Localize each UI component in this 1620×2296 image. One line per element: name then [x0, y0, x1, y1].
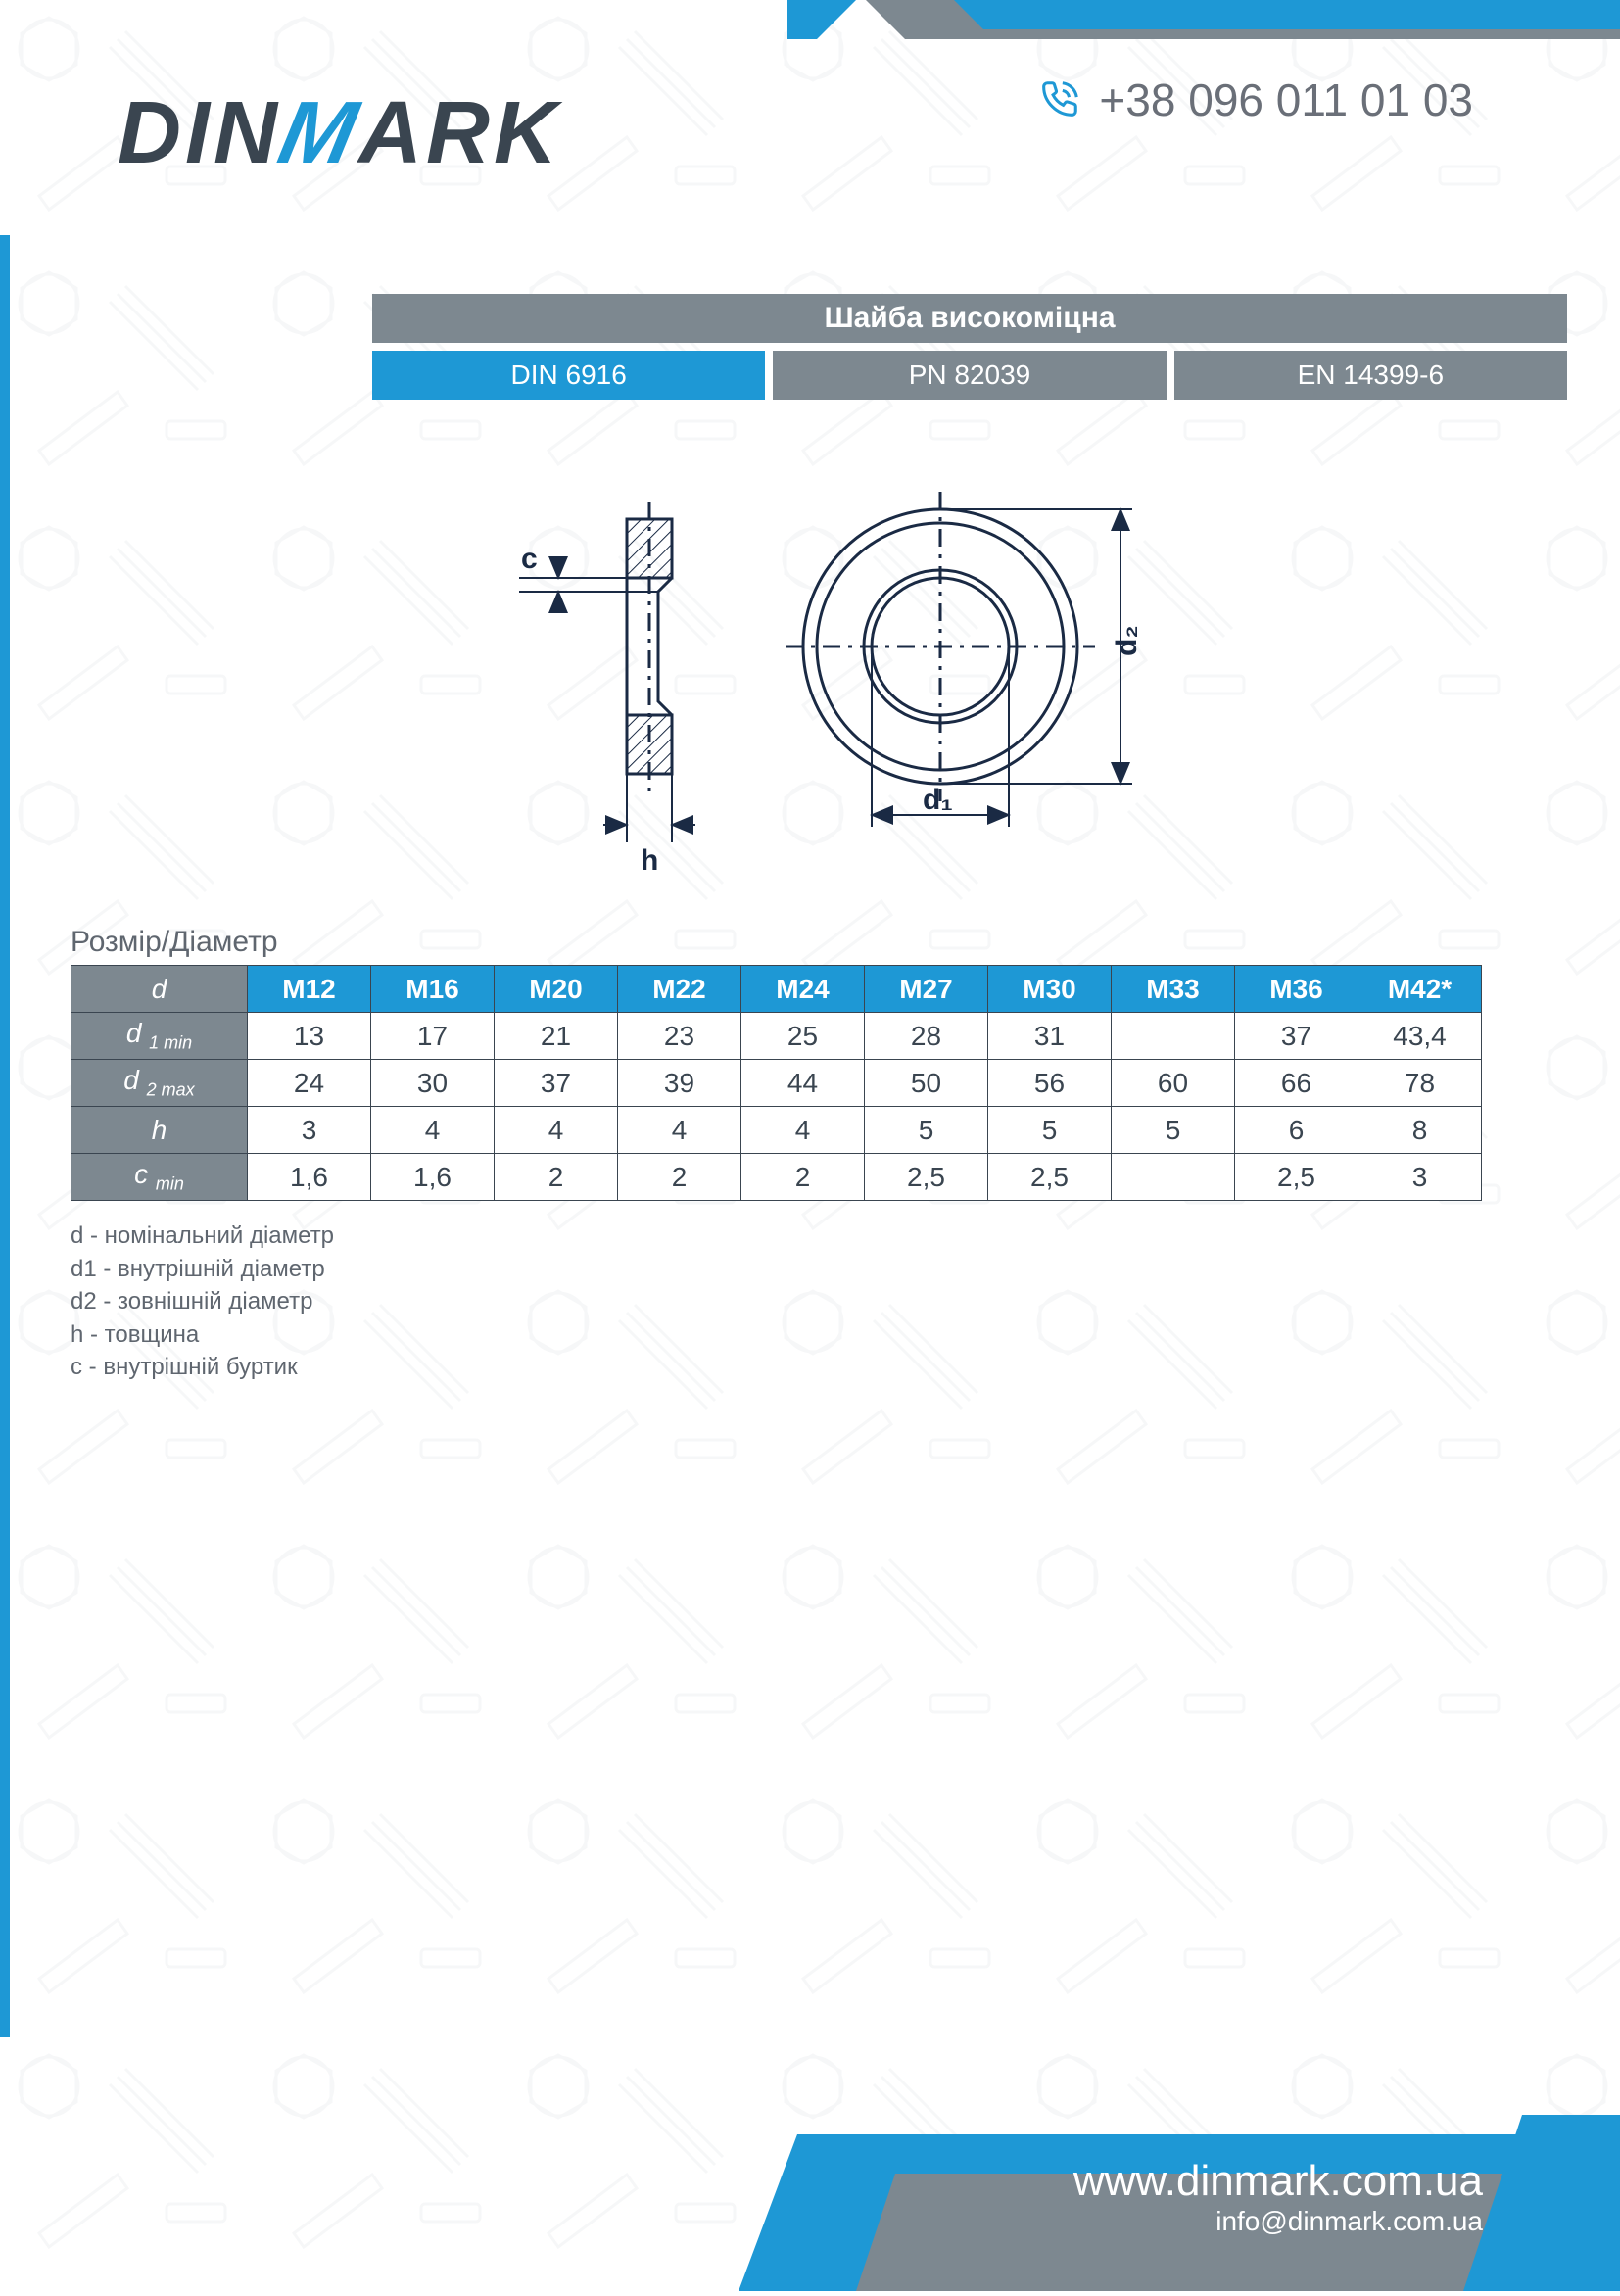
spec-table: dM12M16M20M22M24M27M30M33M36M42*d 1 min1… [71, 965, 1482, 1201]
footer-email: info@dinmark.com.ua [1073, 2206, 1483, 2237]
row-head-d1min: d 1 min [71, 1013, 248, 1060]
legend-block: d - номінальний діаметрd1 - внутрішній д… [71, 1220, 334, 1384]
logo-text-suffix: ARK [358, 84, 561, 182]
cell-cmin-2: 2 [495, 1154, 618, 1201]
cell-d1min-4: 25 [741, 1013, 865, 1060]
legend-line-4: c - внутрішній буртик [71, 1351, 334, 1384]
cell-cmin-9: 3 [1358, 1154, 1482, 1201]
col-head-7: M33 [1112, 966, 1235, 1013]
svg-text:d₂: d₂ [1111, 625, 1143, 656]
cell-d1min-6: 31 [988, 1013, 1112, 1060]
legend-line-0: d - номінальний діаметр [71, 1220, 334, 1253]
col-head-8: M36 [1235, 966, 1358, 1013]
cell-d2max-9: 78 [1358, 1060, 1482, 1107]
cell-d1min-0: 13 [248, 1013, 371, 1060]
svg-text:d₁: d₁ [923, 784, 953, 816]
cell-cmin-1: 1,6 [371, 1154, 495, 1201]
cell-h-0: 3 [248, 1107, 371, 1154]
footer-text: www.dinmark.com.ua info@dinmark.com.ua [1073, 2157, 1483, 2237]
left-accent-band [0, 235, 10, 2037]
cell-d1min-7 [1112, 1013, 1235, 1060]
cell-d2max-8: 66 [1235, 1060, 1358, 1107]
cell-cmin-3: 2 [618, 1154, 741, 1201]
col-head-6: M30 [988, 966, 1112, 1013]
cell-d2max-6: 56 [988, 1060, 1112, 1107]
cell-d2max-7: 60 [1112, 1060, 1235, 1107]
legend-line-3: h - товщина [71, 1318, 334, 1352]
cell-d1min-5: 28 [865, 1013, 988, 1060]
col-head-0: M12 [248, 966, 371, 1013]
cell-cmin-8: 2,5 [1235, 1154, 1358, 1201]
cell-d1min-3: 23 [618, 1013, 741, 1060]
cell-d1min-9: 43,4 [1358, 1013, 1482, 1060]
cell-h-9: 8 [1358, 1107, 1482, 1154]
cell-h-2: 4 [495, 1107, 618, 1154]
row-head-d2max: d 2 max [71, 1060, 248, 1107]
cell-cmin-7 [1112, 1154, 1235, 1201]
phone-block: +38 096 011 01 03 [1036, 73, 1473, 126]
logo-text-m: M [270, 83, 369, 184]
table-caption: Розмір/Діаметр [71, 926, 278, 959]
col-head-5: M27 [865, 966, 988, 1013]
product-title: Шайба високоміцна [824, 302, 1115, 335]
cell-h-3: 4 [618, 1107, 741, 1154]
standards-row: DIN 6916 PN 82039 EN 14399-6 [372, 351, 1567, 400]
svg-text:c: c [521, 543, 538, 575]
cell-d2max-0: 24 [248, 1060, 371, 1107]
cell-cmin-5: 2,5 [865, 1154, 988, 1201]
cell-h-4: 4 [741, 1107, 865, 1154]
cell-cmin-4: 2 [741, 1154, 865, 1201]
col-head-4: M24 [741, 966, 865, 1013]
col-head-2: M20 [495, 966, 618, 1013]
cell-h-1: 4 [371, 1107, 495, 1154]
cell-h-5: 5 [865, 1107, 988, 1154]
logo: DINMARK [118, 83, 561, 184]
cell-d1min-1: 17 [371, 1013, 495, 1060]
cell-cmin-6: 2,5 [988, 1154, 1112, 1201]
cell-d1min-8: 37 [1235, 1013, 1358, 1060]
washer-diagram: c h d₁ d₂ [431, 460, 1234, 872]
cell-cmin-0: 1,6 [248, 1154, 371, 1201]
logo-text-prefix: DIN [118, 84, 281, 182]
legend-line-1: d1 - внутрішній діаметр [71, 1253, 334, 1286]
row-head-h: h [71, 1107, 248, 1154]
cell-d2max-5: 50 [865, 1060, 988, 1107]
standard-pn: PN 82039 [773, 351, 1166, 400]
legend-line-2: d2 - зовнішній діаметр [71, 1285, 334, 1318]
cell-h-7: 5 [1112, 1107, 1235, 1154]
col-head-9: M42* [1358, 966, 1482, 1013]
phone-icon [1036, 77, 1081, 122]
col-head-3: M22 [618, 966, 741, 1013]
svg-text:h: h [641, 844, 658, 872]
standard-en: EN 14399-6 [1174, 351, 1567, 400]
cell-d2max-3: 39 [618, 1060, 741, 1107]
footer-url: www.dinmark.com.ua [1073, 2157, 1483, 2206]
col-head-1: M16 [371, 966, 495, 1013]
cell-d2max-4: 44 [741, 1060, 865, 1107]
row-head-cmin: c min [71, 1154, 248, 1201]
phone-number: +38 096 011 01 03 [1099, 73, 1473, 126]
table-corner-cell: d [71, 966, 248, 1013]
cell-h-8: 6 [1235, 1107, 1358, 1154]
cell-d2max-2: 37 [495, 1060, 618, 1107]
cell-d1min-2: 21 [495, 1013, 618, 1060]
product-title-bar: Шайба високоміцна [372, 294, 1567, 343]
standard-din: DIN 6916 [372, 351, 765, 400]
cell-d2max-1: 30 [371, 1060, 495, 1107]
cell-h-6: 5 [988, 1107, 1112, 1154]
